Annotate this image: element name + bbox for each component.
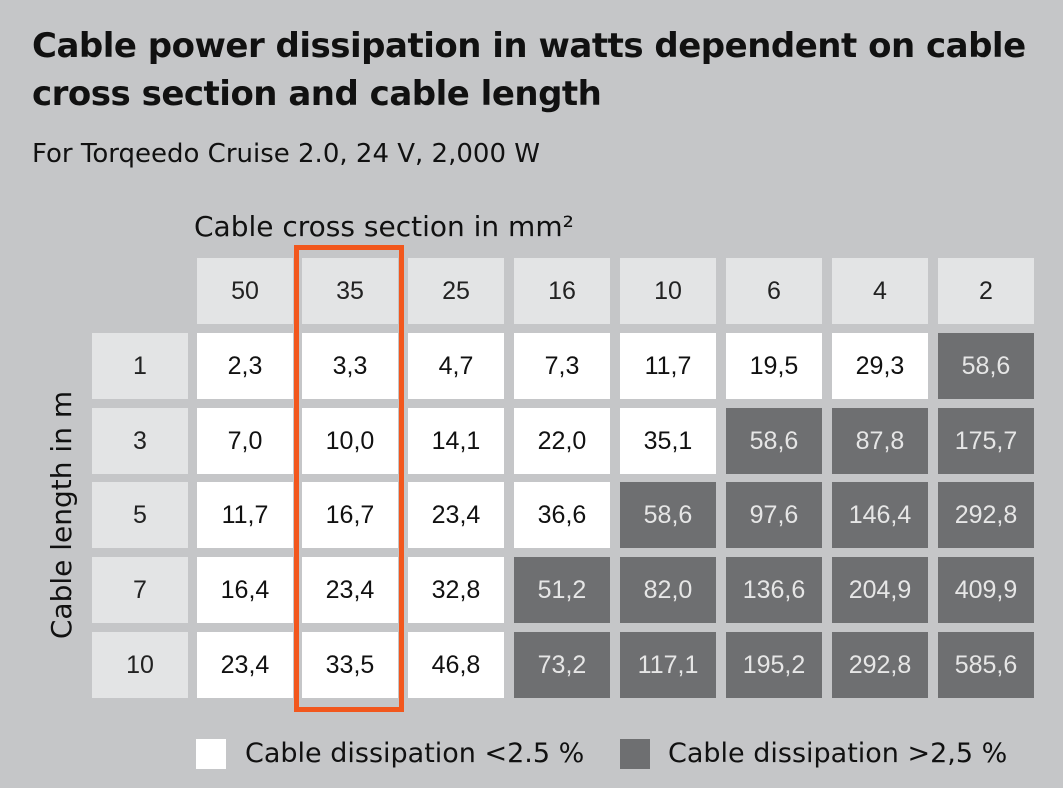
legend-label-low: Cable dissipation <2.5 % <box>245 738 585 769</box>
table-cell: 32,8 <box>408 557 504 623</box>
table-cell: 23,4 <box>408 482 504 548</box>
column-header: 6 <box>726 258 822 324</box>
table-cell: 146,4 <box>832 482 928 548</box>
table-cell: 292,8 <box>938 482 1034 548</box>
column-header: 10 <box>620 258 716 324</box>
table-cell: 46,8 <box>408 632 504 698</box>
table-cell: 2,3 <box>197 333 293 399</box>
table-cell: 51,2 <box>514 557 610 623</box>
table-cell: 16,4 <box>197 557 293 623</box>
table-cell: 11,7 <box>197 482 293 548</box>
column-axis-label: Cable cross section in mm² <box>194 210 574 243</box>
table-cell: 3,3 <box>302 333 398 399</box>
table-cell: 73,2 <box>514 632 610 698</box>
table-cell: 16,7 <box>302 482 398 548</box>
table-cell: 585,6 <box>938 632 1034 698</box>
column-header: 16 <box>514 258 610 324</box>
table-cell: 10,0 <box>302 408 398 474</box>
column-header: 25 <box>408 258 504 324</box>
row-header: 5 <box>92 482 188 548</box>
column-header: 4 <box>832 258 928 324</box>
table-cell: 97,6 <box>726 482 822 548</box>
table-cell: 175,7 <box>938 408 1034 474</box>
table-cell: 23,4 <box>197 632 293 698</box>
row-header: 10 <box>92 632 188 698</box>
column-header: 2 <box>938 258 1034 324</box>
table-cell: 35,1 <box>620 408 716 474</box>
column-header: 35 <box>302 258 398 324</box>
table-cell: 29,3 <box>832 333 928 399</box>
legend-label-high: Cable dissipation >2,5 % <box>668 738 1008 769</box>
table-cell: 204,9 <box>832 557 928 623</box>
table-cell: 14,1 <box>408 408 504 474</box>
table-cell: 19,5 <box>726 333 822 399</box>
table-cell: 82,0 <box>620 557 716 623</box>
table-cell: 4,7 <box>408 333 504 399</box>
table-cell: 33,5 <box>302 632 398 698</box>
column-header: 50 <box>197 258 293 324</box>
legend-swatch-high <box>620 739 650 769</box>
table-cell: 409,9 <box>938 557 1034 623</box>
table-cell: 22,0 <box>514 408 610 474</box>
table-cell: 36,6 <box>514 482 610 548</box>
table-cell: 58,6 <box>726 408 822 474</box>
row-header: 1 <box>92 333 188 399</box>
table-cell: 292,8 <box>832 632 928 698</box>
row-header: 7 <box>92 557 188 623</box>
table-cell: 58,6 <box>938 333 1034 399</box>
table-cell: 87,8 <box>832 408 928 474</box>
table-cell: 7,0 <box>197 408 293 474</box>
row-axis-label: Cable length in m <box>45 390 78 640</box>
table-cell: 11,7 <box>620 333 716 399</box>
chart-subtitle: For Torqeedo Cruise 2.0, 24 V, 2,000 W <box>32 139 540 169</box>
table-cell: 58,6 <box>620 482 716 548</box>
table-cell: 7,3 <box>514 333 610 399</box>
row-header: 3 <box>92 408 188 474</box>
table-cell: 23,4 <box>302 557 398 623</box>
legend-swatch-low <box>196 739 226 769</box>
table-cell: 117,1 <box>620 632 716 698</box>
table-cell: 195,2 <box>726 632 822 698</box>
chart-title: Cable power dissipation in watts depende… <box>32 26 1026 114</box>
table-cell: 136,6 <box>726 557 822 623</box>
